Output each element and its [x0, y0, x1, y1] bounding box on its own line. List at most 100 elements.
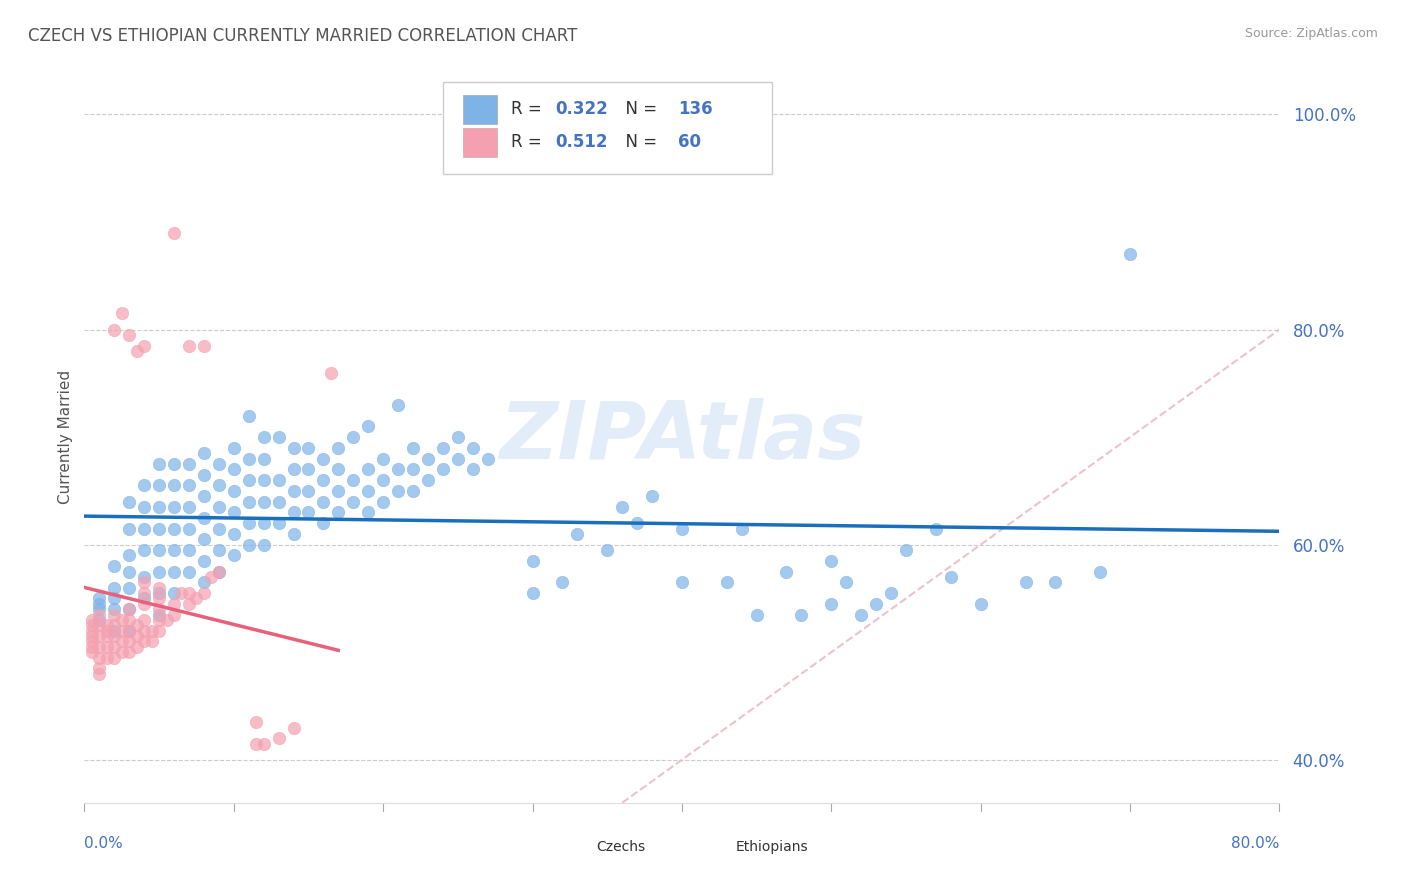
Point — [148, 478, 170, 492]
Point — [163, 478, 186, 492]
Point — [193, 554, 215, 568]
Point — [111, 624, 134, 638]
Point — [177, 478, 200, 492]
Text: 136: 136 — [678, 101, 713, 119]
Point — [103, 322, 125, 336]
Point — [96, 629, 118, 643]
Point — [163, 521, 186, 535]
Point — [163, 565, 186, 579]
Point — [132, 338, 156, 352]
Text: R =: R = — [510, 133, 547, 152]
Point — [132, 634, 156, 648]
Point — [111, 645, 134, 659]
Point — [238, 538, 260, 552]
Point — [118, 549, 141, 563]
Point — [283, 483, 305, 498]
Point — [745, 607, 768, 622]
Point — [177, 586, 200, 600]
Point — [387, 462, 409, 476]
Point — [357, 505, 380, 519]
FancyBboxPatch shape — [463, 95, 496, 124]
Point — [267, 473, 290, 487]
Point — [163, 500, 186, 514]
Point — [193, 489, 215, 503]
Point — [148, 586, 170, 600]
Text: 0.0%: 0.0% — [84, 836, 124, 851]
Point — [89, 650, 111, 665]
Point — [118, 613, 141, 627]
Point — [283, 860, 305, 874]
Point — [731, 521, 754, 535]
Point — [89, 613, 111, 627]
Point — [132, 500, 156, 514]
Point — [132, 575, 156, 590]
Point — [432, 462, 454, 476]
Point — [89, 661, 111, 675]
Point — [416, 451, 439, 466]
Point — [103, 607, 125, 622]
Point — [671, 521, 693, 535]
Point — [103, 559, 125, 574]
Point — [111, 634, 134, 648]
Point — [477, 451, 499, 466]
Point — [447, 451, 470, 466]
Point — [461, 462, 484, 476]
Point — [89, 591, 111, 606]
Point — [357, 483, 380, 498]
Point — [148, 624, 170, 638]
Point — [118, 624, 141, 638]
Point — [245, 737, 267, 751]
Point — [89, 629, 111, 643]
Point — [193, 338, 215, 352]
Point — [132, 478, 156, 492]
Point — [193, 510, 215, 524]
Point — [253, 473, 276, 487]
Point — [80, 645, 103, 659]
Point — [312, 494, 335, 508]
Point — [328, 441, 350, 455]
Point — [297, 462, 319, 476]
Text: Czechs: Czechs — [596, 839, 645, 854]
Point — [80, 613, 103, 627]
Text: Ethiopians: Ethiopians — [735, 839, 808, 854]
Point — [342, 494, 364, 508]
Point — [148, 613, 170, 627]
Point — [155, 613, 177, 627]
Point — [820, 554, 842, 568]
Point — [297, 505, 319, 519]
Point — [373, 473, 395, 487]
Point — [312, 516, 335, 530]
Point — [118, 645, 141, 659]
Point — [132, 570, 156, 584]
Point — [103, 640, 125, 654]
Point — [118, 581, 141, 595]
Point — [283, 505, 305, 519]
Point — [267, 494, 290, 508]
Point — [148, 521, 170, 535]
Point — [200, 570, 222, 584]
Point — [103, 629, 125, 643]
Point — [177, 597, 200, 611]
FancyBboxPatch shape — [700, 836, 730, 858]
Point — [970, 597, 993, 611]
Point — [118, 565, 141, 579]
Point — [432, 441, 454, 455]
Point — [222, 549, 245, 563]
Point — [177, 521, 200, 535]
Point — [851, 607, 873, 622]
Point — [163, 226, 186, 240]
Point — [447, 430, 470, 444]
Point — [103, 618, 125, 632]
Y-axis label: Currently Married: Currently Married — [58, 370, 73, 504]
Point — [132, 586, 156, 600]
Point — [208, 565, 231, 579]
Point — [305, 865, 328, 880]
Point — [208, 543, 231, 558]
Point — [89, 607, 111, 622]
Point — [148, 581, 170, 595]
Point — [118, 624, 141, 638]
Point — [118, 327, 141, 342]
Point — [925, 521, 948, 535]
Point — [551, 575, 574, 590]
Text: 0.512: 0.512 — [555, 133, 607, 152]
